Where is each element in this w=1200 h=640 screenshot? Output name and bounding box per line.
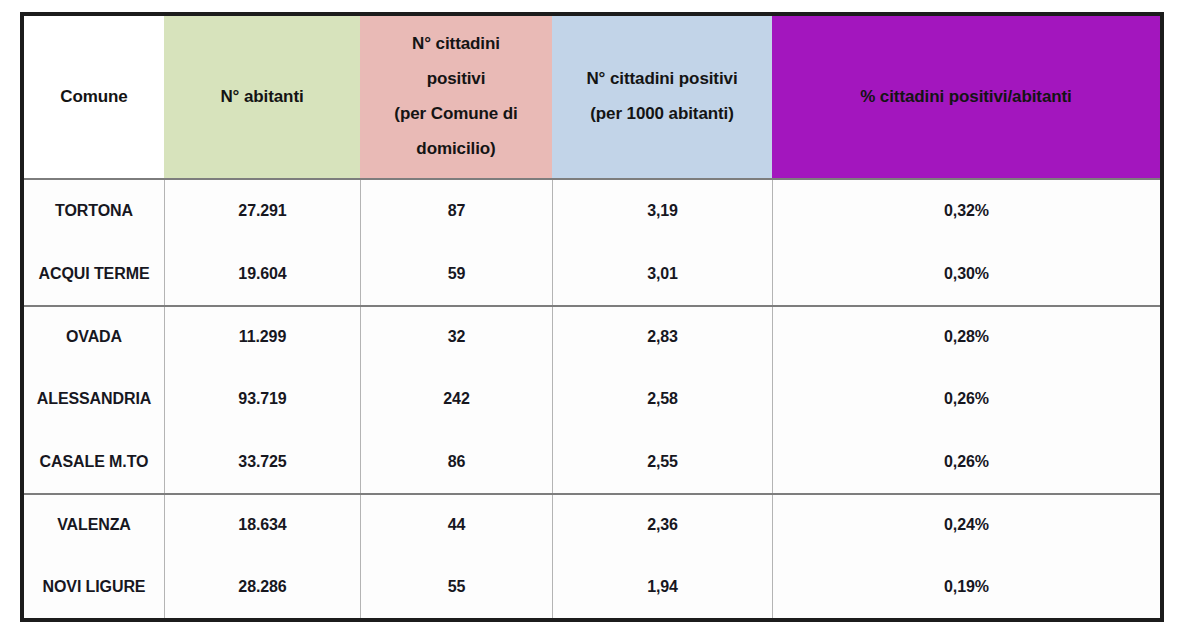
header-percent-positivi: % cittadini positivi/abitanti	[772, 16, 1160, 178]
header-positivi-domicilio: N° cittadini positivi (per Comune di dom…	[360, 16, 552, 178]
table-row-ovada: OVADA 11.299 32 2,83 0,28%	[24, 305, 1160, 368]
cell-abitanti: 11.299	[164, 307, 360, 368]
cell-positivi: 86	[360, 430, 552, 493]
table-row-valenza: VALENZA 18.634 44 2,36 0,24%	[24, 493, 1160, 556]
header-comune: Comune	[24, 16, 164, 178]
cell-percent: 0,19%	[772, 555, 1160, 618]
cell-per-1000: 2,55	[552, 430, 772, 493]
cell-per-1000: 3,19	[552, 180, 772, 243]
cell-comune: CASALE M.TO	[24, 430, 164, 493]
cell-per-1000: 2,58	[552, 368, 772, 431]
cell-abitanti: 93.719	[164, 368, 360, 431]
cell-percent: 0,26%	[772, 368, 1160, 431]
cell-positivi: 55	[360, 555, 552, 618]
cell-abitanti: 28.286	[164, 555, 360, 618]
table-row-acqui-terme: ACQUI TERME 19.604 59 3,01 0,30%	[24, 243, 1160, 306]
cell-percent: 0,26%	[772, 430, 1160, 493]
cell-comune: TORTONA	[24, 180, 164, 243]
cell-positivi: 59	[360, 243, 552, 306]
cell-per-1000: 3,01	[552, 243, 772, 306]
cell-abitanti: 33.725	[164, 430, 360, 493]
table-row-tortona: TORTONA 27.291 87 3,19 0,32%	[24, 180, 1160, 243]
page: Comune N° abitanti N° cittadini positivi…	[0, 0, 1200, 640]
cell-positivi: 44	[360, 495, 552, 556]
table-header-row: Comune N° abitanti N° cittadini positivi…	[24, 16, 1160, 180]
cell-per-1000: 2,36	[552, 495, 772, 556]
cell-per-1000: 2,83	[552, 307, 772, 368]
cell-positivi: 32	[360, 307, 552, 368]
cell-percent: 0,24%	[772, 495, 1160, 556]
cell-comune: VALENZA	[24, 495, 164, 556]
covid-municipality-table: Comune N° abitanti N° cittadini positivi…	[20, 12, 1164, 622]
cell-abitanti: 18.634	[164, 495, 360, 556]
cell-comune: ALESSANDRIA	[24, 368, 164, 431]
table-row-casale-mto: CASALE M.TO 33.725 86 2,55 0,26%	[24, 430, 1160, 493]
cell-comune: NOVI LIGURE	[24, 555, 164, 618]
cell-percent: 0,32%	[772, 180, 1160, 243]
table-row-alessandria: ALESSANDRIA 93.719 242 2,58 0,26%	[24, 368, 1160, 431]
cell-positivi: 87	[360, 180, 552, 243]
cell-positivi: 242	[360, 368, 552, 431]
cell-abitanti: 19.604	[164, 243, 360, 306]
cell-percent: 0,28%	[772, 307, 1160, 368]
cell-abitanti: 27.291	[164, 180, 360, 243]
cell-percent: 0,30%	[772, 243, 1160, 306]
header-positivi-per-1000: N° cittadini positivi (per 1000 abitanti…	[552, 16, 772, 178]
cell-per-1000: 1,94	[552, 555, 772, 618]
table-row-novi-ligure: NOVI LIGURE 28.286 55 1,94 0,19%	[24, 555, 1160, 618]
cell-comune: ACQUI TERME	[24, 243, 164, 306]
header-abitanti: N° abitanti	[164, 16, 360, 178]
cell-comune: OVADA	[24, 307, 164, 368]
